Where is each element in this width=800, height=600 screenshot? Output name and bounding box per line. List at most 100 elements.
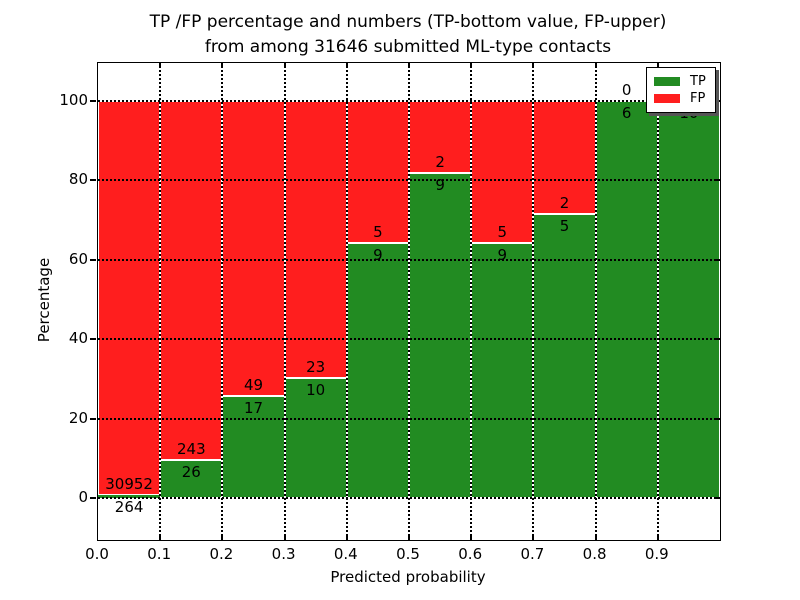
bars-layer <box>98 63 720 540</box>
fp-bar-segment <box>284 101 347 378</box>
tp-count-annotation: 10 <box>306 380 326 399</box>
tp-bar-segment <box>409 173 472 498</box>
vertical-grid-line <box>221 63 224 540</box>
tp-count-annotation: 5 <box>559 217 570 236</box>
x-tick-mark-bottom <box>345 535 348 540</box>
fp-count-annotation: 49 <box>243 375 264 394</box>
y-tick-mark-right <box>715 338 720 341</box>
fp-bar-segment <box>222 101 285 396</box>
x-tick-mark-top <box>345 63 348 68</box>
fp-count-annotation: 2 <box>559 194 570 213</box>
y-tick-label: 0 <box>78 488 88 506</box>
x-tick-label: 0.4 <box>333 545 358 563</box>
y-tick-label: 100 <box>59 91 88 109</box>
tp-bar-segment <box>595 101 658 498</box>
fp-count-annotation: 0 <box>621 81 632 99</box>
x-tick-mark-bottom <box>532 535 535 540</box>
legend-item-tp: TP <box>654 75 708 88</box>
y-tick-mark-left <box>90 179 96 182</box>
fp-count-annotation: 30952 <box>105 474 153 493</box>
vertical-grid-line <box>283 63 286 540</box>
y-tick-label: 80 <box>68 170 88 189</box>
x-tick-label: 0.1 <box>147 545 172 563</box>
fp-count-annotation: 5 <box>373 222 383 241</box>
vertical-grid-line <box>345 63 348 540</box>
legend-fp-swatch-icon <box>654 94 680 103</box>
x-tick-mark-top <box>408 63 410 68</box>
tp-count-annotation: 6 <box>621 104 632 122</box>
x-tick-label: 0.8 <box>582 545 607 563</box>
x-tick-label: 0.6 <box>458 545 483 563</box>
tp-bar-segment <box>98 494 161 498</box>
x-tick-mark-bottom <box>159 535 162 540</box>
horizontal-grid-line <box>98 100 720 102</box>
chart-title-line2: from among 31646 submitted ML-type conta… <box>204 37 612 57</box>
grid-layer <box>90 63 720 540</box>
x-tick-label: 0.7 <box>520 545 545 563</box>
plot-area: 3095226424326491723105929592506010 TP FP <box>90 62 721 541</box>
tp-count-annotation: 9 <box>435 176 445 195</box>
legend-item-fp: FP <box>654 92 708 105</box>
tp-bar-segment <box>657 101 720 498</box>
x-tick-mark-bottom <box>470 535 473 540</box>
fp-bar-segment <box>471 101 534 243</box>
x-tick-mark-bottom <box>283 535 286 540</box>
x-tick-label: 0.9 <box>644 545 669 563</box>
x-tick-mark-bottom <box>656 535 659 540</box>
x-tick-mark-bottom <box>408 535 410 540</box>
x-tick-mark-top <box>470 63 473 68</box>
vertical-grid-line <box>594 63 597 540</box>
tp-count-annotation: 17 <box>243 398 264 417</box>
vertical-grid-line <box>656 63 659 540</box>
x-tick-mark-top <box>532 63 535 68</box>
horizontal-grid-line <box>98 497 720 499</box>
x-tick-mark-top <box>159 63 162 68</box>
x-axis-label: Predicted probability <box>330 568 486 586</box>
fp-count-annotation: 243 <box>176 439 206 458</box>
tp-count-annotation: 9 <box>373 245 383 264</box>
fp-count-annotation: 23 <box>306 357 326 376</box>
vertical-grid-line <box>408 63 410 540</box>
x-tick-mark-top <box>594 63 597 68</box>
fp-bar-segment <box>98 101 161 495</box>
tp-bar-segment <box>346 242 409 498</box>
horizontal-grid-line <box>98 338 720 341</box>
y-tick-mark-right <box>715 417 720 420</box>
fp-bar-segment <box>160 101 223 460</box>
x-tick-mark-top <box>221 63 224 68</box>
chart-title-line1: TP /FP percentage and numbers (TP-bottom… <box>149 12 667 32</box>
y-tick-mark-left <box>90 258 96 261</box>
legend: TP FP <box>646 67 716 113</box>
horizontal-grid-line <box>98 417 720 420</box>
x-tick-label: 0.5 <box>396 545 420 563</box>
y-tick-label: 60 <box>68 249 88 268</box>
y-tick-mark-right <box>715 100 720 102</box>
vertical-grid-line <box>470 63 473 540</box>
x-tick-mark-top <box>283 63 286 68</box>
fp-count-annotation: 5 <box>497 222 508 241</box>
vertical-grid-line <box>159 63 162 540</box>
horizontal-grid-line <box>98 258 720 261</box>
y-tick-mark-right <box>715 497 720 499</box>
fp-bar-segment <box>346 101 409 243</box>
x-tick-label: 0.2 <box>209 545 234 563</box>
x-tick-mark-bottom <box>221 535 224 540</box>
y-tick-mark-left <box>90 417 96 420</box>
annotations-layer: 3095226424326491723105929592506010 <box>98 63 720 540</box>
x-tick-label: 0.3 <box>271 545 296 563</box>
y-tick-mark-left <box>90 100 96 102</box>
tp-bar-segment <box>533 214 596 498</box>
y-tick-label: 20 <box>68 408 88 427</box>
x-tick-label: 0.0 <box>85 545 109 563</box>
tp-count-annotation: 26 <box>181 462 201 481</box>
y-tick-mark-right <box>715 179 720 182</box>
y-tick-mark-left <box>90 497 96 499</box>
tp-count-annotation: 9 <box>497 245 508 264</box>
fp-count-annotation: 2 <box>435 153 445 172</box>
y-tick-mark-left <box>90 338 96 341</box>
tp-bar-segment <box>471 242 534 498</box>
legend-tp-swatch-icon <box>654 77 680 86</box>
legend-tp-label: TP <box>690 74 706 89</box>
tp-count-annotation: 264 <box>114 497 144 516</box>
